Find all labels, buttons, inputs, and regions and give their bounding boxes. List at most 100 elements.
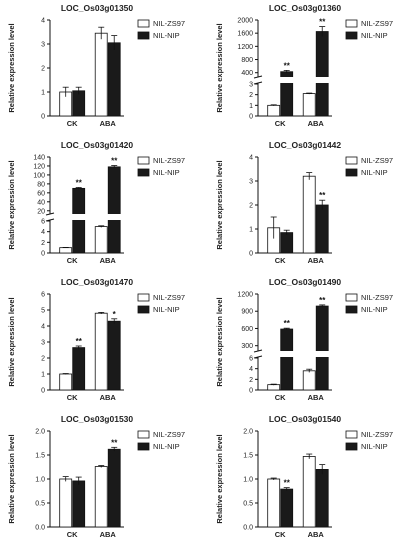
chart-title: LOC_Os03g01470 [61,277,134,287]
bar-break-gap [315,351,330,357]
bar [302,93,316,117]
significance-mark: * [113,310,117,319]
significance-mark: ** [319,18,326,27]
bar [59,373,73,391]
legend-swatch [137,156,150,165]
legend-label: NIL-NIP [361,168,388,177]
y-tick-label: 4 [41,229,45,236]
y-tick-label: 600 [241,326,253,333]
x-tick-label: ABA [100,256,117,265]
legend-label: NIL-NIP [153,305,180,314]
chart-title: LOC_Os03g01540 [269,414,342,424]
y-tick-label: 3 [249,179,253,186]
y-tick-label: 6 [41,219,45,226]
legend-swatch [137,168,150,177]
legend-swatch [137,293,150,302]
y-tick-label: 4 [249,366,253,373]
y-tick-label: 0 [249,251,253,258]
axis-break-mark [253,349,263,353]
y-tick-label: 0 [249,388,253,395]
bar [267,478,281,528]
y-tick-label: 0.0 [243,525,253,532]
legend-label: NIL-ZS97 [153,19,185,28]
significance-mark: ** [111,438,118,447]
bar [302,456,316,528]
y-tick-label: 1 [249,227,253,234]
y-tick-label: 2 [41,240,45,247]
x-tick-label: ABA [308,256,325,265]
y-axis-label: Relative expression level [215,434,224,523]
chart-panel-7: LOC_Os03g01530 Relative expression level 0… [7,414,185,539]
y-tick-label: 20 [37,208,45,215]
y-axis-label: Relative expression level [215,23,224,112]
y-tick-label: 0 [249,114,253,121]
bar [59,247,73,254]
y-tick-label: 2 [249,92,253,99]
bar [59,478,73,528]
bar [302,370,316,391]
bar [107,166,121,254]
x-tick-label: ABA [100,119,117,128]
y-tick-label: 140 [33,155,45,162]
y-tick-label: 1.0 [243,477,253,484]
legend-label: NIL-NIP [361,442,388,451]
y-axis-label: Relative expression level [215,297,224,386]
legend-swatch [137,430,150,439]
bar [94,32,108,117]
bar [94,226,108,254]
legend-label: NIL-ZS97 [153,430,185,439]
y-axis-label: Relative expression level [7,23,16,112]
legend-swatch [137,442,150,451]
x-tick-label: ABA [308,119,325,128]
y-tick-label: 100 [33,172,45,179]
significance-mark: ** [319,191,326,200]
bar-break-gap [279,77,294,83]
legend-swatch [345,19,358,28]
y-tick-label: 3 [41,340,45,347]
bar [94,312,108,391]
x-tick-label: ABA [100,393,117,402]
y-tick-label: 0.5 [35,501,45,508]
y-tick-label: 1 [41,372,45,379]
y-tick-label: 1200 [237,292,253,299]
y-axis-label: Relative expression level [215,160,224,249]
y-tick-label: 1600 [237,31,253,38]
chart-title: LOC_Os03g01530 [61,414,134,424]
x-tick-label: CK [67,119,78,128]
bar [107,42,121,117]
bar-break-gap [71,214,86,220]
y-tick-label: 0 [41,251,45,258]
bar [315,204,329,254]
y-tick-label: 5 [41,308,45,315]
chart-panel-3: LOC_Os03g01420 Relative expression level 0… [7,140,185,265]
significance-mark: ** [76,178,83,187]
chart-panel-6: LOC_Os03g01490 Relative expression level 0… [215,277,393,402]
chart-panel-5: LOC_Os03g01470 Relative expression level 0… [7,277,185,402]
bar [72,347,86,391]
legend-swatch [137,19,150,28]
significance-mark: ** [111,157,118,166]
legend-swatch [345,168,358,177]
y-tick-label: 300 [241,343,253,350]
bar [267,384,281,391]
x-tick-label: ABA [308,530,325,539]
bar [280,488,294,528]
y-axis-label: Relative expression level [7,160,16,249]
legend-swatch [345,293,358,302]
bar-break-gap [279,351,294,357]
y-tick-label: 0.5 [243,501,253,508]
y-tick-label: 1.5 [35,453,45,460]
y-tick-label: 60 [37,190,45,197]
axis-break-gap [254,77,262,83]
y-tick-label: 6 [249,356,253,363]
axis-break-gap [254,351,262,357]
y-tick-label: 2 [249,377,253,384]
axis-break-gap [46,214,54,220]
y-tick-label: 80 [37,181,45,188]
bar-break-gap [107,214,122,220]
bar [315,305,329,391]
chart-panel-2: LOC_Os03g01360 Relative expression level 0… [215,3,393,128]
legend-label: NIL-ZS97 [153,293,185,302]
bar [72,90,86,117]
y-axis-label: Relative expression level [7,297,16,386]
